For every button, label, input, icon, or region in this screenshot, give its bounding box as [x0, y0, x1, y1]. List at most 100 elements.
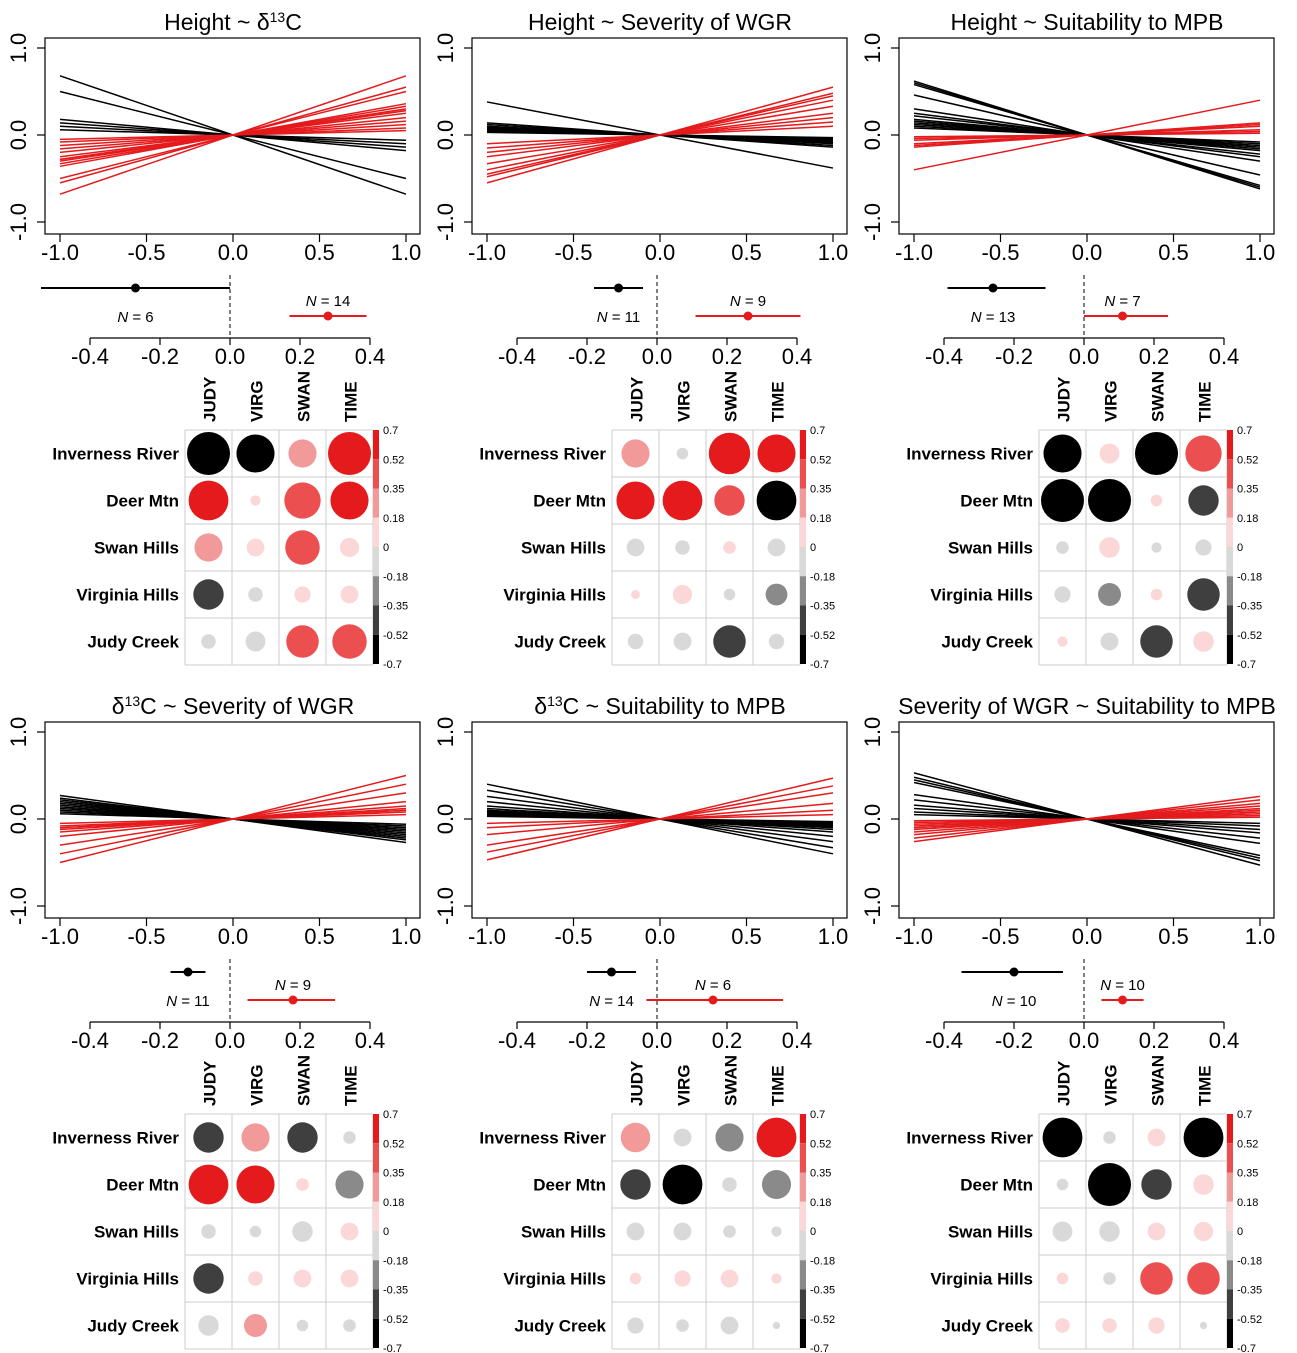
matrix-row-label: Swan Hills: [521, 539, 606, 558]
forest-tick-label: 0.0: [642, 1028, 673, 1053]
x-tick-label: 1.0: [818, 240, 849, 265]
correlation-circle: [340, 1269, 359, 1288]
mean-point-neg: [988, 283, 998, 293]
correlation-circle: [1193, 631, 1214, 652]
regression-line: [486, 125, 834, 145]
correlation-circle: [1140, 625, 1173, 658]
n-label-neg: N = 11: [166, 993, 210, 1010]
matrix-col-label: TIME: [1196, 1065, 1215, 1106]
correlation-circle: [1042, 1117, 1083, 1158]
correlation-circle: [1102, 1318, 1117, 1333]
correlation-circle: [343, 1319, 356, 1332]
colorbar-label: 0.52: [383, 1138, 404, 1150]
mean-point-pos: [288, 995, 298, 1005]
mean-point-pos: [1118, 311, 1127, 321]
matrix-col-label: JUDY: [628, 1060, 647, 1106]
matrix-col-label: VIRG: [248, 1064, 267, 1106]
forest-tick-label: -0.2: [995, 344, 1033, 369]
correlation-circle: [756, 1117, 797, 1158]
correlation-circle: [332, 624, 367, 659]
matrix-col-label: TIME: [342, 1065, 361, 1106]
correlation-circle: [767, 538, 786, 557]
colorbar-segment: [800, 1172, 806, 1202]
correlation-circle: [771, 1273, 782, 1284]
x-tick-label: 0.5: [731, 924, 762, 949]
matrix-row-label: Swan Hills: [94, 1223, 179, 1242]
correlation-circle: [1054, 586, 1071, 603]
forest-tick-label: 0.0: [642, 344, 673, 369]
mean-point-neg: [183, 967, 193, 977]
x-tick-label: 1.0: [1245, 924, 1276, 949]
colorbar-segment: [800, 1260, 806, 1290]
correlation-circle: [296, 1178, 309, 1191]
correlation-circle: [708, 432, 751, 475]
panel-title: Height ~ Severity of WGR: [528, 9, 792, 35]
correlation-circle: [672, 584, 693, 605]
mean-point-neg: [614, 283, 623, 293]
colorbar-label: -0.7: [383, 659, 402, 671]
colorbar-segment: [373, 1114, 379, 1144]
correlation-circle: [1088, 1163, 1131, 1206]
colorbar-segment: [800, 1114, 806, 1144]
forest-tick-label: 0.4: [782, 344, 813, 369]
colorbar-label: -0.7: [810, 659, 829, 671]
x-tick-label: -0.5: [128, 240, 166, 265]
forest-tick-label: -0.2: [141, 344, 179, 369]
colorbar-label: -0.18: [383, 571, 408, 583]
matrix-row-label: Judy Creek: [514, 1317, 606, 1336]
n-label-neg: N = 14: [589, 993, 634, 1010]
colorbar-label: -0.18: [1237, 571, 1262, 583]
colorbar-segment: [373, 1260, 379, 1290]
x-tick-label: 1.0: [1245, 240, 1276, 265]
correlation-circle: [1151, 542, 1162, 553]
correlation-circle: [1148, 1317, 1165, 1334]
colorbar-label: -0.18: [810, 1255, 835, 1267]
colorbar-label: 0: [810, 1226, 816, 1238]
regression-line: [486, 813, 834, 825]
correlation-circle: [187, 432, 230, 475]
x-tick-label: 0.5: [731, 240, 762, 265]
correlation-circle: [236, 434, 275, 473]
correlation-circle: [674, 1270, 691, 1287]
matrix-row-label: Inverness River: [479, 1129, 606, 1148]
correlation-circle: [1099, 537, 1120, 558]
x-tick-label: 1.0: [391, 924, 422, 949]
y-tick-label: -1.0: [6, 203, 31, 241]
panel-title: δ13C ~ Severity of WGR: [112, 693, 354, 719]
correlation-circle: [193, 1122, 224, 1153]
colorbar-segment: [1227, 1201, 1233, 1231]
correlation-circle: [296, 1319, 309, 1332]
colorbar-label: 0: [383, 542, 389, 554]
colorbar-label: -0.7: [810, 1343, 829, 1353]
forest-tick-label: -0.4: [925, 1028, 963, 1053]
correlation-circle: [249, 1225, 262, 1238]
panel-title: Severity of WGR ~ Suitability to MPB: [898, 693, 1276, 719]
correlation-circle: [757, 434, 796, 473]
x-tick-label: -1.0: [41, 240, 79, 265]
matrix-row-label: Deer Mtn: [960, 492, 1033, 511]
x-tick-label: 0.0: [1072, 240, 1103, 265]
y-tick-label: 1.0: [860, 33, 885, 64]
matrix-row-label: Virginia Hills: [930, 1270, 1033, 1289]
correlation-circle: [715, 1123, 744, 1152]
colorbar-segment: [1227, 1231, 1233, 1261]
forest-tick-label: 0.4: [355, 1028, 386, 1053]
correlation-circle: [629, 1272, 642, 1285]
correlation-circle: [1056, 1178, 1069, 1191]
n-label-neg: N = 10: [992, 993, 1037, 1010]
colorbar-label: 0.7: [1237, 425, 1252, 437]
matrix-row-label: Inverness River: [906, 1129, 1033, 1148]
colorbar-segment: [373, 547, 379, 577]
correlation-circle: [723, 588, 736, 601]
colorbar-segment: [373, 605, 379, 635]
matrix-row-label: Virginia Hills: [503, 586, 606, 605]
colorbar-segment: [373, 634, 379, 664]
x-tick-label: 0.0: [1072, 924, 1103, 949]
n-label-neg: N = 6: [117, 309, 153, 326]
colorbar-label: 0.52: [810, 1138, 831, 1150]
colorbar-segment: [1227, 576, 1233, 606]
colorbar-label: 0.52: [383, 454, 404, 466]
correlation-circle: [620, 1122, 651, 1153]
panel-2: Height ~ Severity of WGR -1.0 -0.5 0.0 0.5 1.…: [433, 9, 848, 671]
correlation-circle: [1056, 1272, 1069, 1285]
